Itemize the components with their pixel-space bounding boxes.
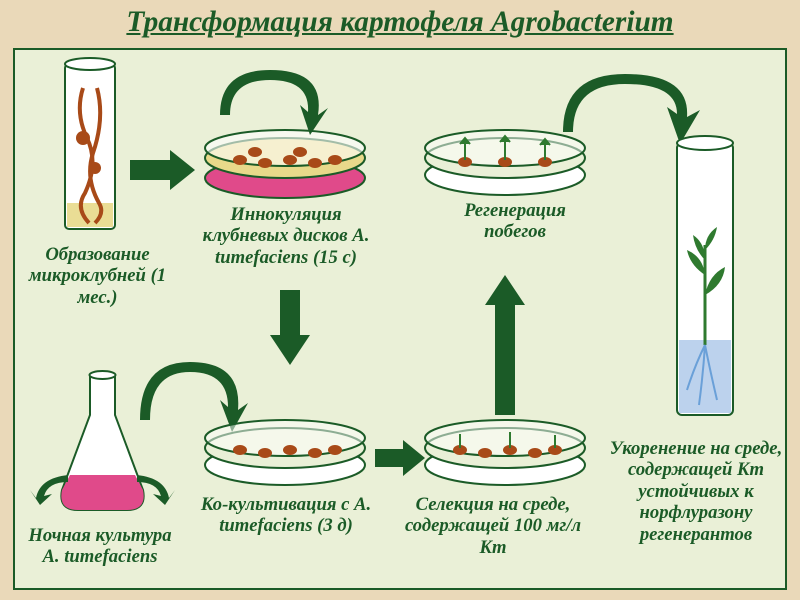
- rooting-label: Укоренение на среде, содержащей Km устой…: [606, 438, 786, 545]
- selection-label: Селекция на среде, содержащей 100 мг/л K…: [403, 494, 583, 558]
- petri-selection-icon: [420, 420, 590, 490]
- swirl-arrow-right-icon: [135, 470, 175, 505]
- test-tube-rooting-icon: [665, 135, 745, 425]
- title: Трансформация картофеля Agrobacterium: [0, 6, 800, 39]
- arrow-up-icon: [485, 275, 525, 415]
- inoculation-label: Иннокуляция клубневых дисков A. tumefaci…: [186, 204, 386, 268]
- test-tube-microtubers-icon: [55, 58, 125, 238]
- microtuber-label: Образование микроклубней (1 мес.): [20, 244, 175, 308]
- arrow-right-2-icon: [375, 440, 425, 476]
- arrow-right-icon: [130, 150, 195, 190]
- page: Трансформация картофеля Agrobacterium Об…: [0, 0, 800, 600]
- cocultivation-label: Ко-культивация с A. tumefaciens (3 д): [196, 494, 376, 537]
- arrow-down-icon: [270, 290, 310, 365]
- flask-label: Ночная культура A. tumefaciens: [20, 525, 180, 568]
- petri-inoculation-icon: [200, 130, 370, 200]
- arrow-curve-in-icon: [210, 60, 330, 140]
- petri-cocultivation-icon: [200, 420, 370, 490]
- swirl-arrow-left-icon: [30, 470, 70, 505]
- regeneration-label: Регенерация побегов: [445, 200, 585, 243]
